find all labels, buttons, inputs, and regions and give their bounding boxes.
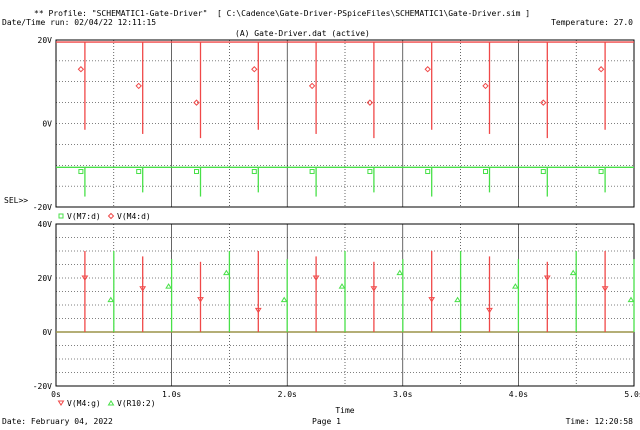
y-tick-label-1-0: 40V [38,220,53,229]
marker-m4g-9 [601,286,609,292]
x-tick-label-2: 2.0s [278,390,297,399]
marker-m7d-5 [367,169,373,175]
marker-m4g-6 [428,297,436,303]
marker-r10-1 [165,283,173,289]
x-tick-label-0: 0s [51,390,61,399]
x-tick-label-4: 4.0s [509,390,528,399]
marker-m4d-5 [366,99,374,106]
marker-m7d-0 [78,169,84,175]
marker-m7d-3 [251,169,257,175]
marker-m4g-2 [197,297,204,303]
marker-m4d-8 [540,99,547,106]
profile-line: ** Profile: "SCHEMATIC1-Gate-Driver" [ C… [34,9,531,18]
y-tick-label-1-3: -20V [33,382,52,391]
marker-m7d-4 [309,169,315,175]
footer-page: Page 1 [312,417,341,426]
legend-label-bottom-0: V(M4:g) [67,399,101,408]
marker-m4g-1 [139,286,147,292]
marker-m4d-4 [308,82,316,90]
legend-label-bottom-1: V(R10:2) [117,399,156,408]
x-tick-label-5: 5.0s [624,390,640,399]
marker-m4d-0 [77,66,85,73]
marker-m7d-8 [540,169,546,175]
legend-marker-top-0 [58,213,64,219]
marker-m4d-9 [597,66,605,73]
x-tick-label-1: 1.0s [162,390,181,399]
date-time-run: Date/Time run: 02/04/22 12:11:15 [2,18,157,27]
marker-m7d-9 [598,169,604,175]
marker-m4d-2 [193,99,200,106]
footer-time: Time: 12:20:58 [565,417,633,426]
footer-date: Date: February 04, 2022 [2,417,113,426]
marker-m4d-7 [482,82,489,90]
x-axis-label: Time [335,406,354,415]
sel-marker: SEL>> [4,196,28,205]
marker-r10-6 [454,296,462,303]
y-tick-label-0-0: 20V [38,36,53,45]
temperature: Temperature: 27.0 [551,18,633,27]
marker-m7d-6 [425,169,431,175]
marker-r10-8 [569,269,577,276]
y-tick-label-1-2: 0V [42,328,52,337]
legend-marker-bottom-1 [107,400,115,406]
marker-r10-9 [627,296,635,303]
plot-title: (A) Gate-Driver.dat (active) [235,29,370,38]
legend-marker-bottom-0 [57,400,65,406]
legend-marker-top-1 [107,212,115,220]
marker-m4g-3 [254,307,262,314]
y-tick-label-0-2: -20V [33,203,52,212]
marker-m4g-0 [81,275,89,281]
marker-m4d-1 [135,82,142,90]
marker-m4g-8 [543,275,551,281]
marker-m7d-7 [483,169,488,175]
marker-r10-4 [338,283,346,289]
y-tick-label-0-1: 0V [42,120,52,129]
marker-m7d-2 [194,169,199,175]
marker-m4g-4 [312,275,320,281]
marker-m4g-7 [486,307,493,314]
marker-r10-5 [396,269,404,276]
x-tick-label-3: 3.0s [393,390,412,399]
marker-r10-3 [280,296,288,303]
marker-m7d-1 [136,169,142,175]
marker-m4d-6 [424,66,431,73]
y-tick-label-1-1: 20V [38,274,53,283]
marker-r10-0 [107,296,115,303]
marker-m4d-3 [251,66,258,73]
marker-r10-7 [511,283,519,289]
legend-label-top-0: V(M7:d) [67,212,101,221]
marker-r10-2 [222,269,230,276]
legend-label-top-1: V(M4:d) [117,212,151,221]
marker-m4g-5 [370,286,378,292]
